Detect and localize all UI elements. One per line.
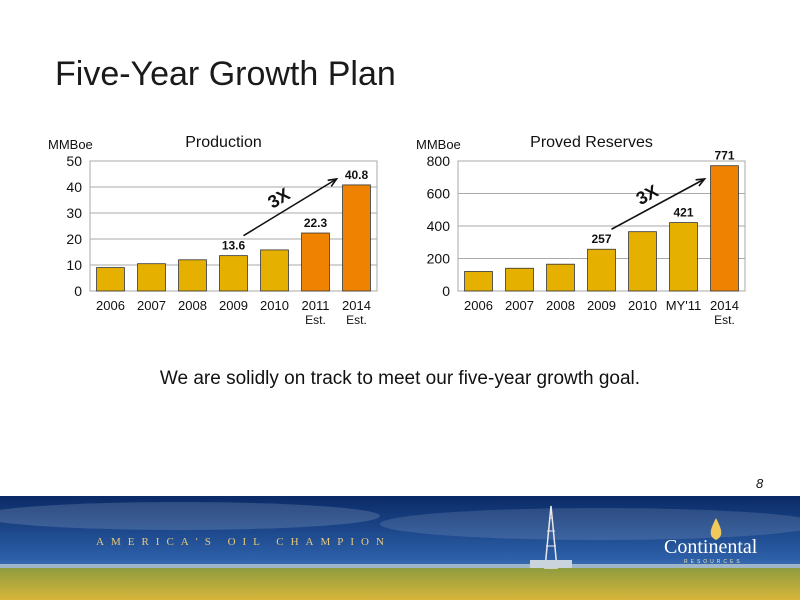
reserves-y-tick-label: 400	[427, 218, 451, 234]
reserves-x-tick-label: 2009	[587, 298, 616, 313]
reserves-bar	[669, 222, 698, 292]
company-logo-sub: RESOURCES	[684, 559, 743, 565]
proved-reserves-chart: 0 200 400 600 800 MMBoe Proved Reserves 2006 200…	[408, 125, 788, 340]
production-data-label: 22.3	[304, 216, 328, 230]
production-y-tick-label: 20	[66, 231, 82, 247]
reserves-y-tick-label: 200	[427, 251, 451, 267]
reserves-data-label: 257	[591, 232, 611, 246]
reserves-x-tick-label: 2007	[505, 298, 534, 313]
reserves-x-tick-label: 2014	[710, 298, 739, 313]
reserves-bar	[628, 231, 657, 292]
company-logo-name: Continental	[664, 536, 758, 558]
production-bar	[342, 184, 371, 292]
drilling-rig-icon	[530, 505, 572, 569]
production-y-tick-label: 40	[66, 179, 82, 195]
page-number: 8	[756, 476, 764, 491]
production-y-tick-label: 10	[66, 257, 82, 273]
production-x-tick-label: 2007	[137, 298, 166, 313]
production-chart: 0 10 20 30 40 50 MMBoe Production 2006 2007 2008 20…	[40, 125, 420, 340]
slide-subtitle: We are solidly on track to meet our five…	[159, 368, 641, 389]
reserves-y-tick-label: 600	[427, 186, 451, 202]
oilfield-landscape-image	[0, 496, 800, 600]
production-growth-arrowhead	[327, 177, 339, 187]
production-bar	[178, 259, 207, 292]
production-bar	[260, 249, 289, 292]
production-data-label: 40.8	[345, 168, 369, 182]
reserves-bar	[587, 248, 616, 292]
reserves-x-tick-label: 2006	[464, 298, 493, 313]
production-bar	[301, 232, 330, 292]
production-growth-arrow	[243, 178, 337, 237]
production-y-tick-label: 50	[66, 153, 82, 169]
reserves-bar	[710, 165, 739, 292]
reserves-x-tick-label: 2008	[546, 298, 575, 313]
reserves-x-tick-label: MY'11	[666, 298, 701, 313]
reserves-y-tick-label: 0	[442, 283, 450, 299]
reserves-growth-arrowhead	[695, 178, 707, 187]
production-x-tick-label: 2014	[342, 298, 371, 313]
reserves-bar	[546, 263, 575, 292]
reserves-chart-title: Proved Reserves	[530, 134, 653, 151]
reserves-y-tick-label: 800	[427, 153, 451, 169]
reserves-y-axis-label: MMBoe	[416, 137, 461, 152]
production-y-tick-label: 0	[74, 283, 82, 299]
production-x-tick-label: 2006	[96, 298, 125, 313]
reserves-data-label: 421	[673, 206, 693, 220]
reserves-bar	[464, 271, 493, 292]
production-x-tick-label: 2009	[219, 298, 248, 313]
reserves-x-tick-label: 2010	[628, 298, 657, 313]
production-x-tick-sublabel: Est.	[305, 313, 326, 327]
footer-banner: AMERICA'S OIL CHAMPION Continental RESOU…	[0, 496, 800, 600]
production-bar	[137, 263, 166, 292]
production-y-tick-label: 30	[66, 205, 82, 221]
reserves-growth-arrow	[611, 178, 705, 230]
oil-drop-icon	[710, 518, 722, 540]
production-chart-title: Production	[185, 134, 262, 151]
production-x-tick-label: 2008	[178, 298, 207, 313]
production-bar	[219, 255, 248, 292]
production-x-tick-label: 2010	[260, 298, 289, 313]
production-bar	[96, 267, 125, 292]
slide-title: Five-Year Growth Plan	[55, 55, 396, 93]
production-x-tick-sublabel: Est.	[346, 313, 367, 327]
production-data-label: 13.6	[222, 239, 246, 253]
reserves-data-label: 771	[714, 149, 734, 163]
reserves-x-tick-sublabel: Est.	[714, 313, 735, 327]
production-x-tick-label: 2011	[302, 298, 330, 313]
tagline: AMERICA'S OIL CHAMPION	[96, 536, 391, 548]
reserves-bar	[505, 267, 534, 292]
production-y-axis-label: MMBoe	[48, 137, 93, 152]
